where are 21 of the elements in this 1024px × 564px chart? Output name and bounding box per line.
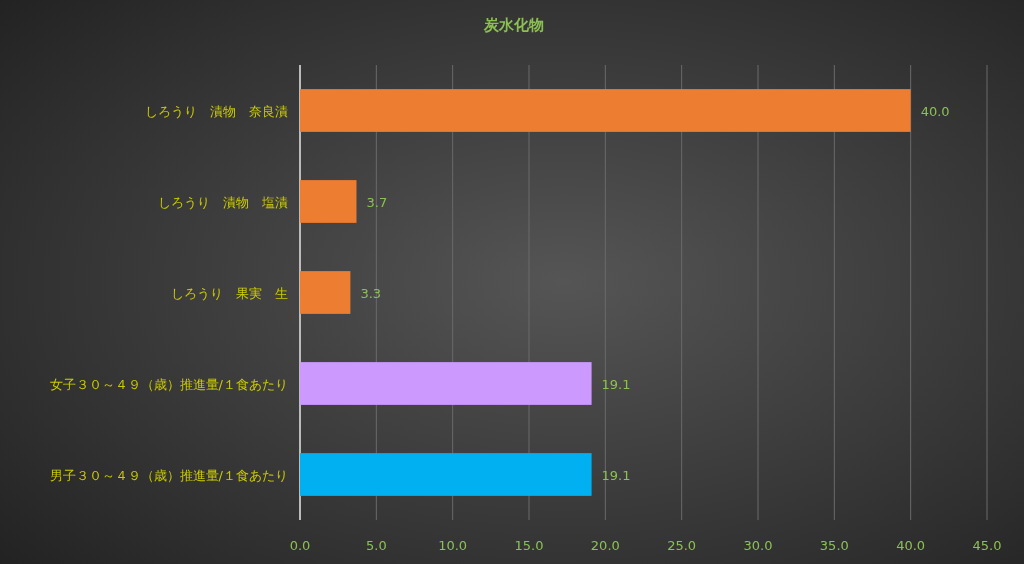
data-label: 40.0	[920, 103, 950, 119]
x-tick-label: 45.0	[972, 538, 1002, 553]
y-tick-label: しろうり 果実 生	[171, 285, 288, 301]
data-label: 19.1	[601, 467, 631, 483]
x-tick-label: 5.0	[365, 538, 387, 553]
x-tick-label: 35.0	[819, 538, 849, 553]
x-tick-label: 0.0	[289, 538, 311, 553]
x-tick-label: 10.0	[438, 538, 468, 553]
chart-title: 炭水化物	[482, 16, 544, 34]
x-tick-label: 15.0	[514, 538, 544, 553]
y-tick-label: 女子３０～４９（歳）推進量/１食あたり	[49, 376, 288, 392]
data-label: 19.1	[601, 376, 631, 392]
x-tick-label: 30.0	[743, 538, 773, 553]
x-tick-label: 40.0	[896, 538, 926, 553]
x-tick-label: 25.0	[667, 538, 697, 553]
y-tick-label: 男子３０～４９（歳）推進量/１食あたり	[49, 467, 288, 483]
data-label: 3.7	[366, 194, 388, 210]
data-label: 3.3	[360, 285, 382, 301]
x-tick-label: 20.0	[590, 538, 620, 553]
y-tick-label: しろうり 漬物 奈良漬	[145, 103, 288, 119]
y-tick-label: しろうり 漬物 塩漬	[158, 194, 288, 210]
